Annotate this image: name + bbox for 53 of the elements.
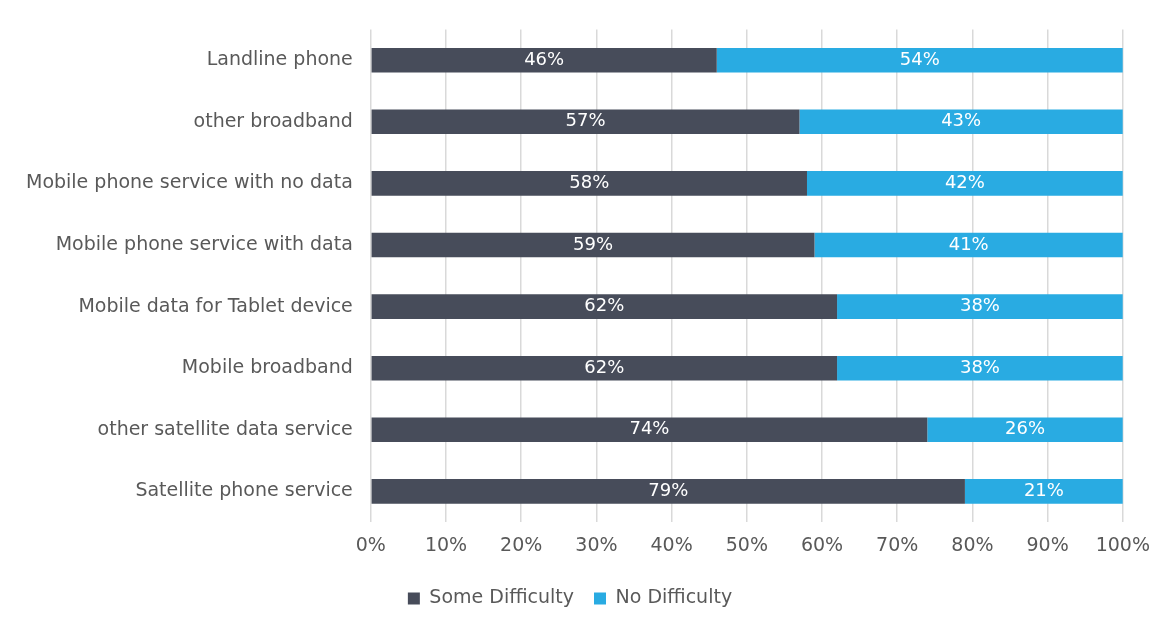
legend-label: No Difficulty [615,585,733,608]
bar [371,417,928,443]
bar [837,294,1123,319]
data-label: 62% [584,294,625,316]
x-tick-label: 30% [575,532,618,555]
x-tick-label: 90% [1026,532,1069,555]
bar [371,479,965,504]
bar [799,109,1123,135]
bar [371,47,717,73]
x-tick-label: 0% [355,532,386,555]
y-tick-label: other broadband [193,108,353,131]
data-label: 54% [899,47,940,69]
x-tick-label: 10% [424,532,468,555]
x-tick-label: 70% [876,532,919,555]
y-tick-label: Mobile broadband [181,355,353,378]
bar [371,355,838,381]
x-tick-label: 40% [650,532,693,555]
data-label: 43% [941,109,982,131]
bar [837,355,1123,381]
data-label: 21% [1023,479,1064,501]
bar [814,232,1123,258]
y-tick-label: Mobile data for Tablet device [78,293,353,316]
bar [371,171,807,196]
y-tick-label: Landline phone [206,47,353,70]
x-tick-label: 60% [800,532,844,555]
bar [964,479,1123,504]
data-label: 59% [573,232,614,254]
data-label: 58% [569,171,610,193]
y-tick-label: other satellite data service [97,416,353,439]
data-label: 42% [944,171,985,193]
data-label: 46% [524,47,565,69]
x-tick-label: 100% [1095,532,1150,555]
bar [927,417,1123,443]
data-label: 79% [648,479,689,501]
bar [806,171,1123,196]
data-label: 74% [629,417,670,439]
y-tick-label: Satellite phone service [135,478,353,501]
data-label: 38% [959,355,1000,377]
legend-label: Some Difficulty [429,585,575,608]
bar [371,232,815,258]
x-tick-label: 80% [951,532,994,555]
data-label: 57% [565,109,606,131]
data-label: 41% [948,232,989,254]
y-tick-label: Mobile phone service with no data [25,170,353,193]
bar [371,109,800,135]
data-label: 62% [584,355,625,377]
data-label: 38% [959,294,1000,316]
data-label: 26% [1005,417,1046,439]
x-tick-label: 20% [500,532,543,555]
bar [371,294,838,319]
x-tick-label: 50% [725,532,768,555]
bar [716,47,1123,73]
y-tick-label: Mobile phone service with data [55,231,353,254]
